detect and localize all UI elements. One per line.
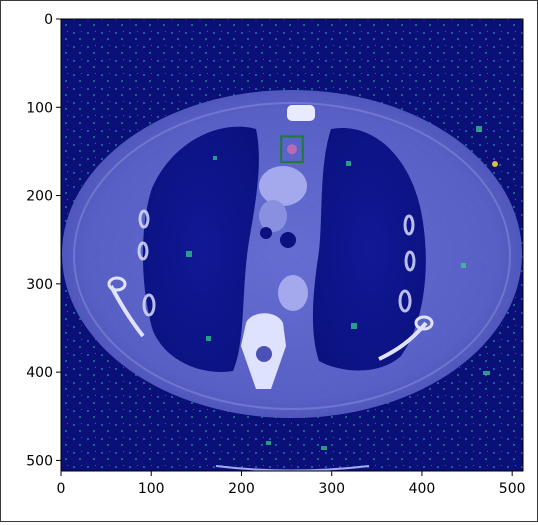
- y-tick-label: 200: [26, 189, 53, 205]
- x-tick-label: 0: [57, 481, 66, 497]
- left-humerus: [414, 315, 434, 331]
- spinal-canal: [256, 346, 272, 362]
- right-lung: [142, 126, 259, 372]
- x-tick-label: 100: [138, 481, 165, 497]
- ct-scan-image: [61, 19, 523, 471]
- detection-highlight: [287, 144, 297, 155]
- x-tick-label: 200: [228, 481, 255, 497]
- x-tick-label: 400: [409, 481, 436, 497]
- detection-box: [280, 135, 304, 164]
- trachea: [280, 232, 296, 248]
- left-lung: [312, 127, 426, 371]
- descending-aorta: [278, 275, 308, 311]
- ascending-aorta: [259, 200, 287, 232]
- body-inner-rim: [73, 102, 511, 410]
- ribs: [137, 209, 416, 317]
- x-tick-label: 300: [318, 481, 345, 497]
- y-tick-label: 400: [26, 365, 53, 381]
- x-tick-label: 500: [499, 481, 526, 497]
- left-bronchus: [260, 227, 272, 239]
- aorta: [259, 166, 307, 206]
- heatmap-hotspots: [186, 126, 490, 450]
- y-tick-label: 100: [26, 100, 53, 116]
- y-tick-label: 500: [26, 453, 53, 469]
- hotspot-marker: [492, 161, 498, 167]
- x-axis: 0 100 200 300 400 500: [57, 471, 526, 497]
- y-tick-label: 300: [26, 277, 53, 293]
- y-tick-label: 0: [44, 12, 53, 28]
- sternum: [287, 105, 315, 121]
- right-humerus: [107, 276, 127, 292]
- left-scapula: [378, 321, 428, 361]
- axes-frame: [60, 18, 524, 472]
- scanner-table: [215, 465, 370, 471]
- body-outline: [62, 90, 522, 418]
- y-axis: 0 100 200 300 400 500: [26, 12, 61, 469]
